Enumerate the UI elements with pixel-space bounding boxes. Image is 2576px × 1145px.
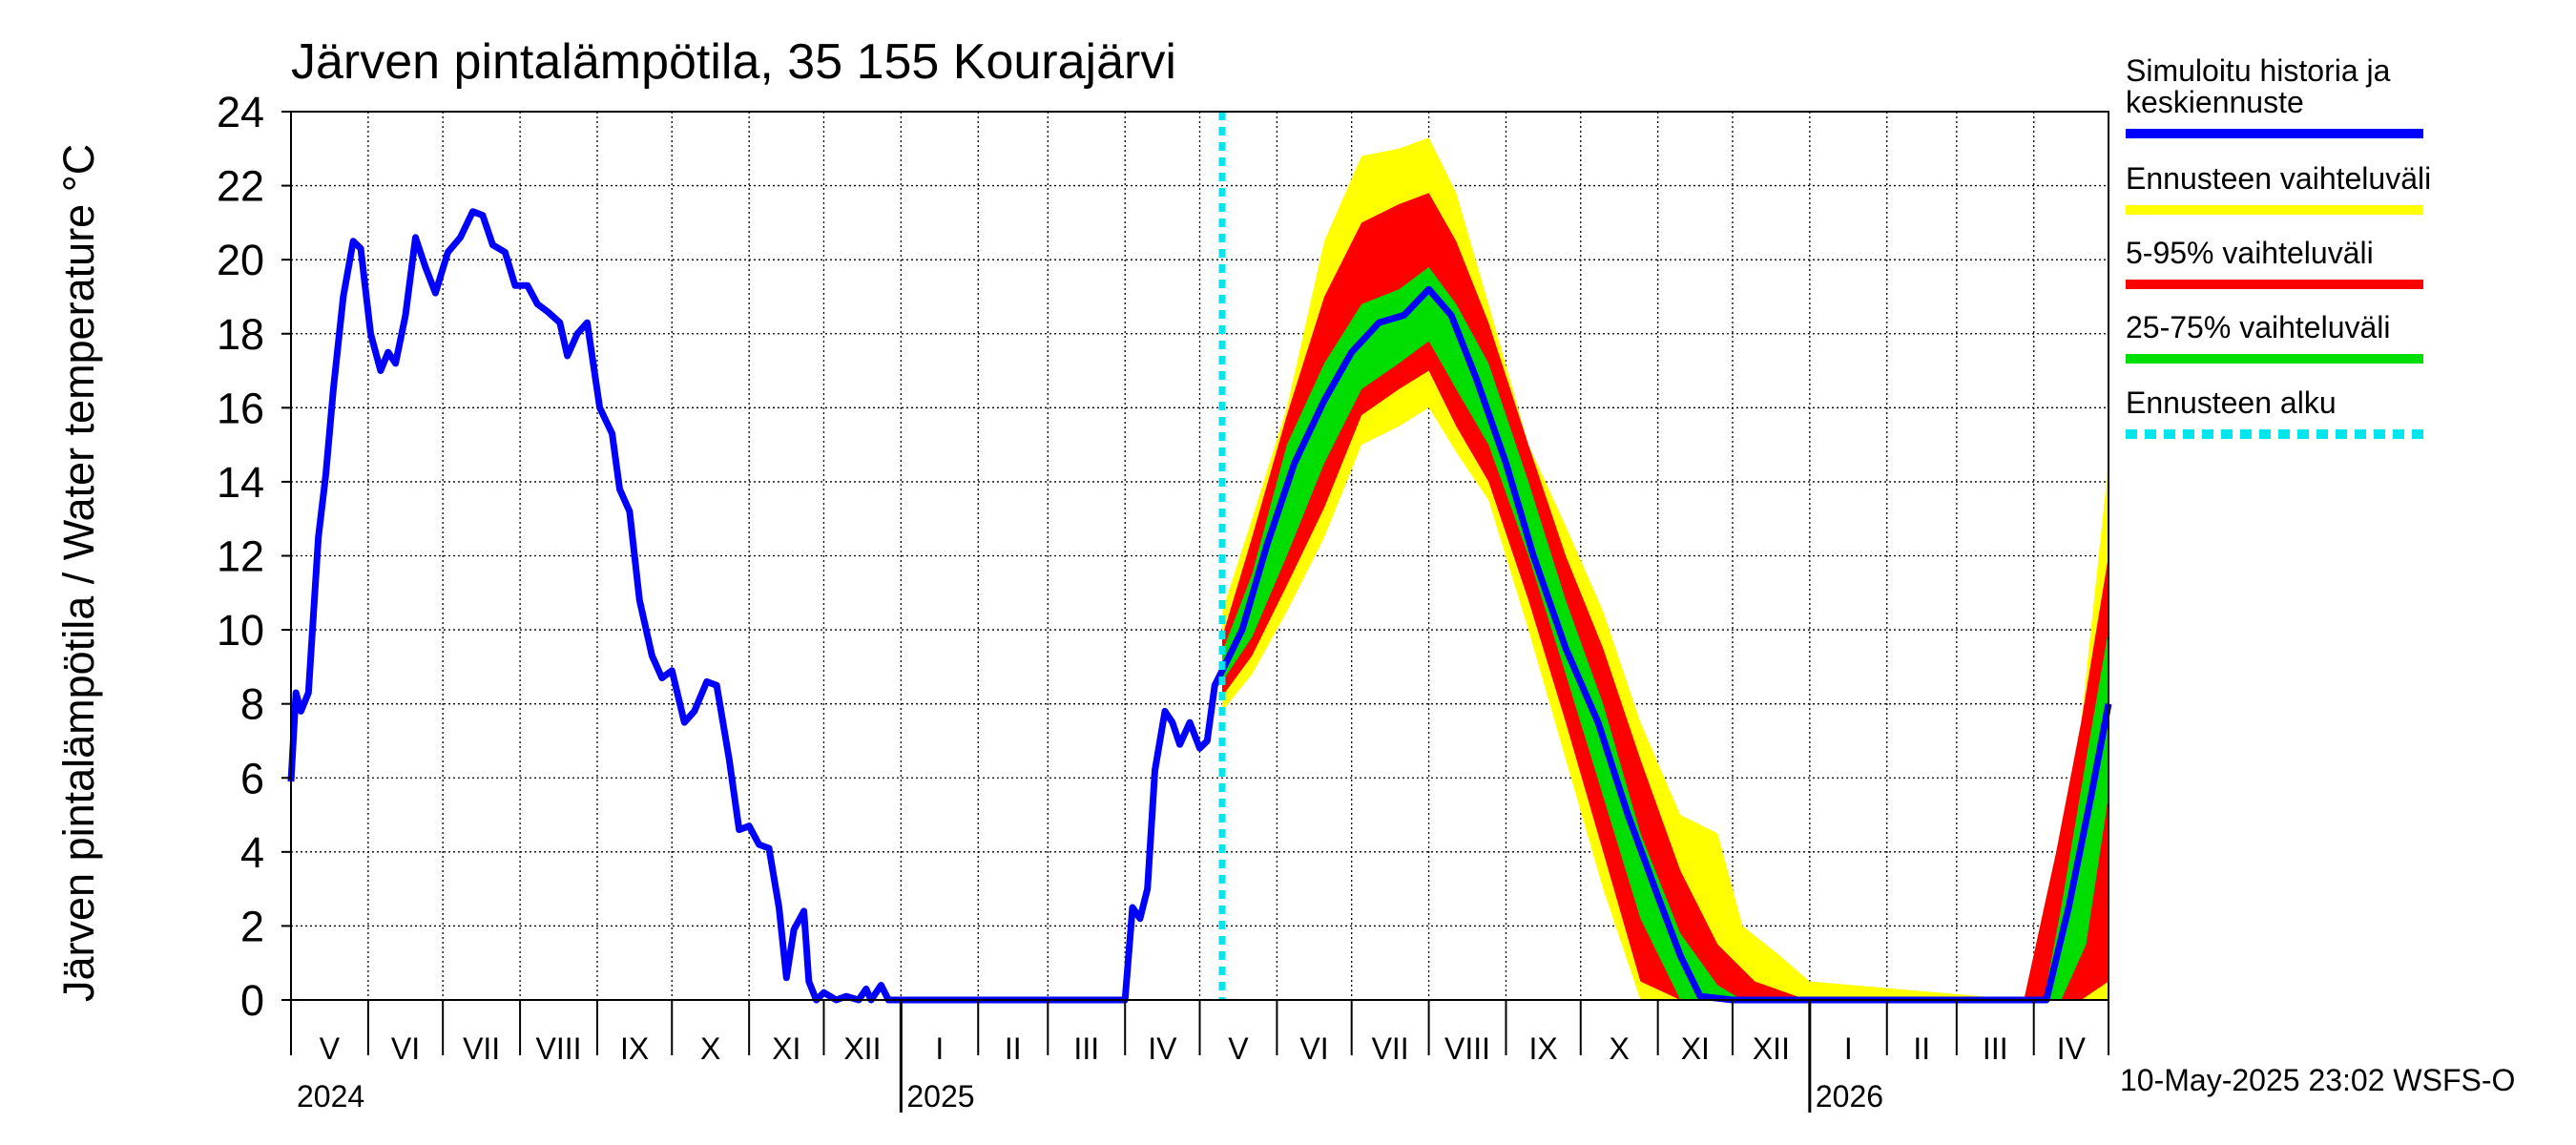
legend-item: Ennusteen vaihteluväli xyxy=(2126,161,2431,215)
y-tick-label: 24 xyxy=(217,88,264,136)
y-tick-label: 6 xyxy=(240,754,264,802)
y-tick-label: 16 xyxy=(217,384,264,432)
x-year-label: 2024 xyxy=(297,1079,364,1114)
x-month-label: II xyxy=(1913,1031,1930,1066)
x-month-label: X xyxy=(1610,1031,1630,1066)
y-axis-label: Järven pintalämpötila / Water temperatur… xyxy=(54,144,103,1002)
x-month-label: VII xyxy=(1372,1031,1409,1066)
series-line-mean xyxy=(287,208,2112,1004)
x-month-label: XI xyxy=(1681,1031,1710,1066)
x-month-label: V xyxy=(1228,1031,1249,1066)
timestamp: 10-May-2025 23:02 WSFS-O xyxy=(2120,1063,2515,1097)
y-tick-label: 14 xyxy=(217,458,264,507)
x-month-label: XII xyxy=(1753,1031,1790,1066)
x-month-label: IX xyxy=(620,1031,649,1066)
x-month-label: XII xyxy=(843,1031,881,1066)
y-tick-label: 2 xyxy=(240,902,264,950)
x-month-label: VI xyxy=(391,1031,420,1066)
x-month-label: VIII xyxy=(536,1031,582,1066)
legend-label: Ennusteen alku xyxy=(2126,385,2337,420)
y-tick-label: 22 xyxy=(217,162,264,211)
legend-label: Simuloitu historia ja xyxy=(2126,53,2391,88)
x-year-label: 2026 xyxy=(1816,1079,1883,1114)
legend-label: Ennusteen vaihteluväli xyxy=(2126,161,2431,196)
y-tick-label: 10 xyxy=(217,606,264,655)
x-month-label: XI xyxy=(772,1031,800,1066)
y-tick-label: 20 xyxy=(217,236,264,284)
legend-label: 5-95% vaihteluväli xyxy=(2126,236,2374,270)
y-tick-label: 18 xyxy=(217,310,264,359)
legend-item: 5-95% vaihteluväli xyxy=(2126,236,2423,289)
x-year-label: 2025 xyxy=(906,1079,974,1114)
legend-item: Ennusteen alku xyxy=(2126,385,2423,439)
band-5-95-vaihteluv-li xyxy=(1222,193,2109,1001)
x-month-label: VIII xyxy=(1444,1031,1490,1066)
x-month-label: VI xyxy=(1299,1031,1328,1066)
y-tick-label: 8 xyxy=(240,680,264,729)
y-tick-label: 0 xyxy=(240,976,264,1025)
x-month-label: II xyxy=(1005,1031,1022,1066)
x-month-label: IV xyxy=(2057,1031,2087,1066)
x-month-label: I xyxy=(1844,1031,1853,1066)
y-tick-label: 12 xyxy=(217,532,264,581)
x-month-label: IV xyxy=(1148,1031,1177,1066)
plot-area xyxy=(287,112,2112,1004)
x-month-label: IX xyxy=(1529,1031,1558,1066)
legend-label: keskiennuste xyxy=(2126,85,2304,119)
x-month-label: X xyxy=(700,1031,720,1066)
legend-item: 25-75% vaihteluväli xyxy=(2126,310,2423,364)
x-month-label: I xyxy=(935,1031,944,1066)
y-tick-label: 4 xyxy=(240,828,264,877)
chart-title: Järven pintalämpötila, 35 155 Kourajärvi xyxy=(291,34,1176,90)
x-month-label: VII xyxy=(463,1031,500,1066)
x-month-label: V xyxy=(320,1031,341,1066)
x-month-label: III xyxy=(1983,1031,2008,1066)
x-month-label: III xyxy=(1073,1031,1099,1066)
legend-label: 25-75% vaihteluväli xyxy=(2126,310,2391,344)
